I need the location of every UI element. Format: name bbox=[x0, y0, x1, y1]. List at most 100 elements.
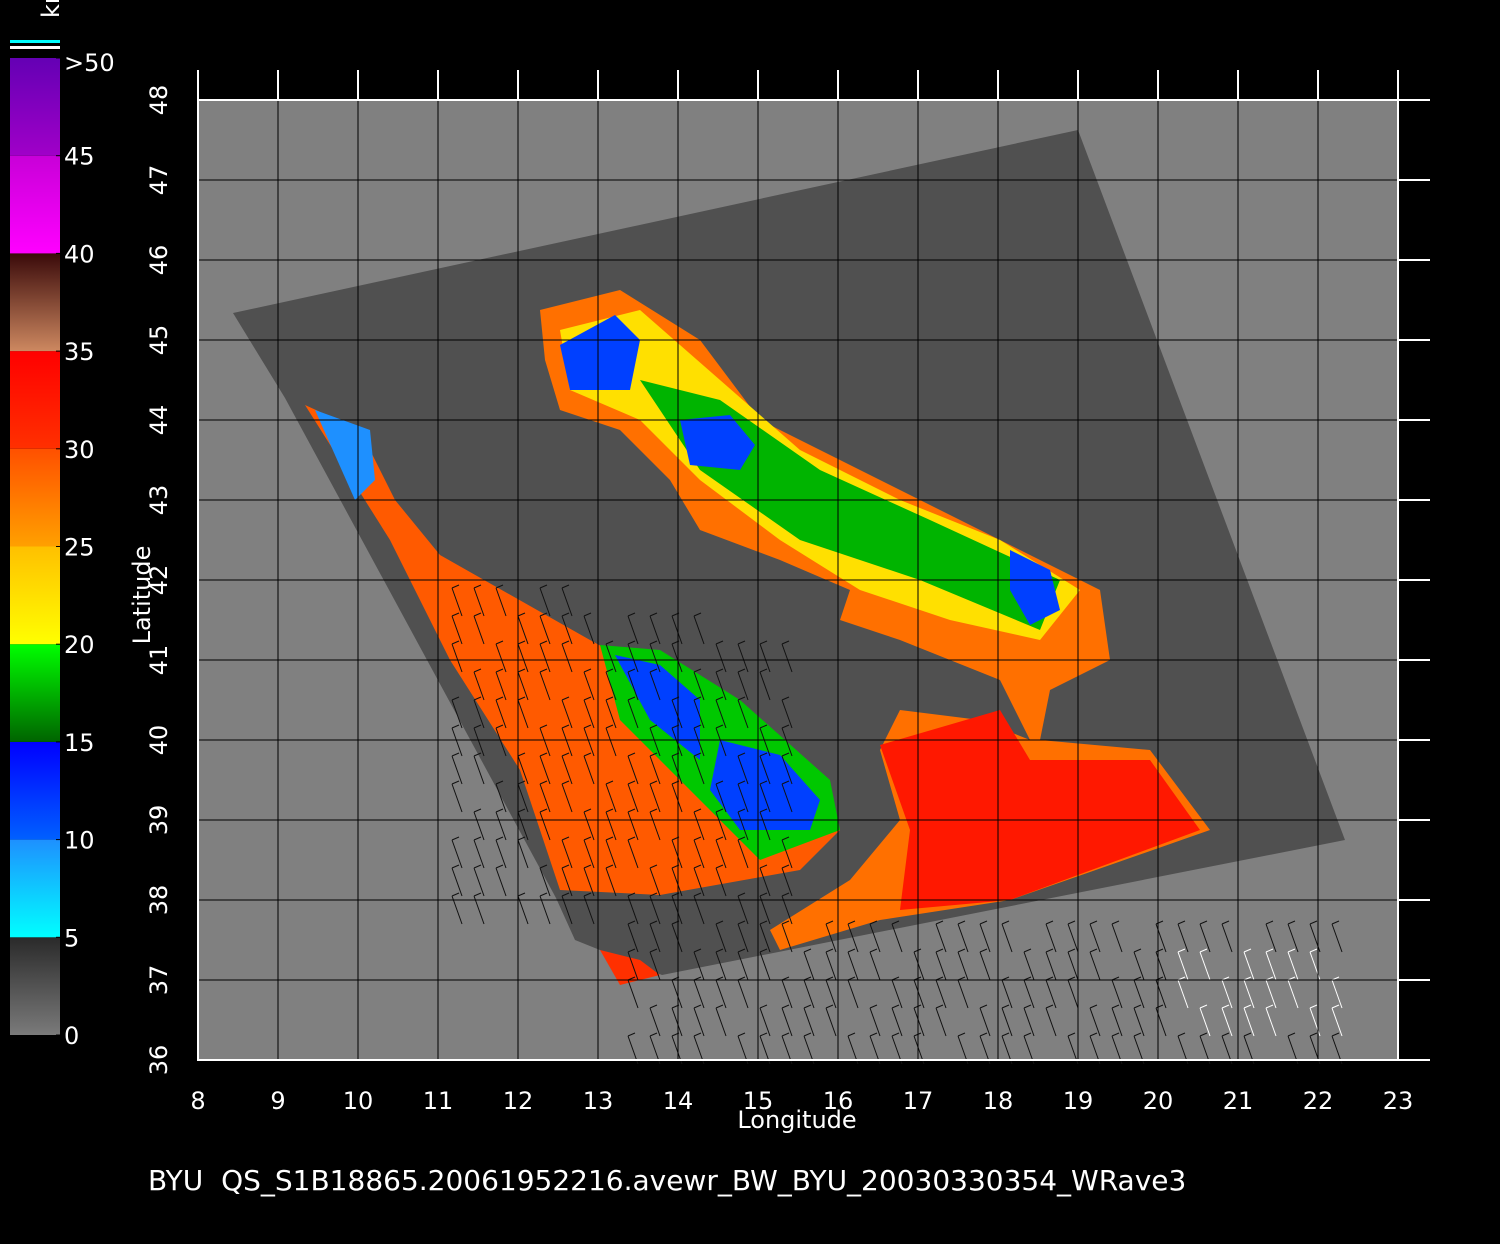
wind-barb bbox=[649, 920, 661, 953]
wind-barb bbox=[495, 668, 507, 701]
wind-barb bbox=[891, 920, 903, 953]
y-tick-label: 38 bbox=[145, 885, 173, 916]
wind-barb bbox=[935, 1004, 947, 1037]
wind-barb bbox=[539, 724, 551, 757]
plot-frame bbox=[197, 99, 1399, 1061]
wind-barb bbox=[583, 696, 595, 729]
wind-barb bbox=[495, 836, 507, 869]
wind-barb bbox=[715, 696, 727, 729]
wind-barb bbox=[627, 836, 639, 869]
wind-barb bbox=[1133, 1004, 1145, 1037]
wind-barb bbox=[583, 668, 595, 701]
wind-barb bbox=[649, 864, 661, 897]
colorbar-segment bbox=[10, 155, 60, 254]
wind-barb bbox=[539, 584, 551, 617]
wind-barb bbox=[451, 696, 463, 729]
y-axis-label: Latitude bbox=[128, 546, 156, 645]
wind-barb bbox=[935, 948, 947, 981]
wind-barb bbox=[935, 920, 947, 953]
colorbar: 0 5 10 15 20 25 30 35 40 45 >50 bbox=[10, 49, 115, 1050]
wind-barb bbox=[759, 892, 771, 925]
wind-barb bbox=[979, 948, 991, 981]
wind-barb bbox=[715, 864, 727, 897]
colorbar-cap bbox=[10, 46, 60, 49]
wind-barb bbox=[539, 892, 551, 925]
x-tick-label: 8 bbox=[190, 1087, 205, 1115]
wind-barb bbox=[605, 808, 617, 841]
wind-barb bbox=[825, 920, 837, 953]
wind-barb bbox=[693, 1004, 705, 1037]
x-tick-label: 11 bbox=[423, 1087, 454, 1115]
wind-barb bbox=[759, 780, 771, 813]
x-tick-label: 16 bbox=[823, 1087, 854, 1115]
wind-barb bbox=[583, 612, 595, 645]
wind-barb bbox=[869, 920, 881, 953]
colorbar-tick-label: 40 bbox=[64, 240, 95, 268]
wind-barb bbox=[495, 696, 507, 729]
y-tick-label: 36 bbox=[145, 1045, 173, 1076]
wind-barb bbox=[737, 640, 749, 673]
y-tick-label: 48 bbox=[145, 85, 173, 116]
wind-region bbox=[680, 415, 755, 470]
colorbar-tick-label: 5 bbox=[64, 924, 79, 952]
wind-barb bbox=[891, 1004, 903, 1037]
wind-barb bbox=[649, 612, 661, 645]
wind-barb bbox=[1067, 920, 1079, 953]
wind-barb bbox=[715, 724, 727, 757]
wind-barb bbox=[869, 948, 881, 981]
wind-barb bbox=[869, 1004, 881, 1037]
x-tick-label: 19 bbox=[1063, 1087, 1094, 1115]
wind-region bbox=[315, 410, 375, 500]
wind-barb bbox=[473, 808, 485, 841]
wind-barb bbox=[649, 1004, 661, 1037]
wind-barb bbox=[737, 780, 749, 813]
wind-barb bbox=[781, 696, 793, 729]
wind-barb bbox=[561, 696, 573, 729]
wind-barb bbox=[583, 724, 595, 757]
wind-barb bbox=[495, 640, 507, 673]
wind-barb bbox=[715, 808, 727, 841]
x-tick-label: 17 bbox=[903, 1087, 934, 1115]
wind-barb bbox=[1265, 920, 1277, 953]
wind-barb bbox=[473, 668, 485, 701]
x-tick-label: 12 bbox=[503, 1087, 534, 1115]
colorbar-tick-label: 35 bbox=[64, 338, 95, 366]
wind-barb bbox=[605, 640, 617, 673]
wind-barb bbox=[715, 948, 727, 981]
wind-barb bbox=[781, 920, 793, 953]
colorbar-segment bbox=[10, 937, 60, 1035]
wind-barb bbox=[517, 612, 529, 645]
wind-barb bbox=[605, 724, 617, 757]
wind-barb bbox=[451, 640, 463, 673]
wind-barb bbox=[517, 836, 529, 869]
wind-barb bbox=[759, 948, 771, 981]
wind-barb bbox=[627, 780, 639, 813]
colorbar-tick-label: 25 bbox=[64, 534, 95, 562]
wind-barb bbox=[495, 584, 507, 617]
wind-barb bbox=[693, 864, 705, 897]
wind-barb bbox=[781, 892, 793, 925]
wind-barb bbox=[649, 808, 661, 841]
wind-barb bbox=[539, 640, 551, 673]
x-tick-label: 18 bbox=[983, 1087, 1014, 1115]
wind-barb bbox=[693, 836, 705, 869]
wind-barb bbox=[517, 640, 529, 673]
wind-barb bbox=[451, 584, 463, 617]
wind-barb bbox=[1199, 1004, 1211, 1037]
y-tick-label: 45 bbox=[145, 325, 173, 356]
wind-barb bbox=[451, 724, 463, 757]
colorbar-segment bbox=[10, 839, 60, 938]
y-tick-label: 43 bbox=[145, 485, 173, 516]
wind-barb bbox=[715, 640, 727, 673]
wind-barb bbox=[605, 864, 617, 897]
wind-barb bbox=[451, 612, 463, 645]
colorbar-segment bbox=[10, 644, 60, 742]
wind-barb bbox=[715, 836, 727, 869]
wind-barb bbox=[759, 920, 771, 953]
colorbar-tick-label: 10 bbox=[64, 827, 95, 855]
wind-barb bbox=[1045, 948, 1057, 981]
wind-barb bbox=[539, 864, 551, 897]
wind-barb bbox=[737, 892, 749, 925]
wind-barb bbox=[737, 808, 749, 841]
wind-barb bbox=[627, 948, 639, 981]
